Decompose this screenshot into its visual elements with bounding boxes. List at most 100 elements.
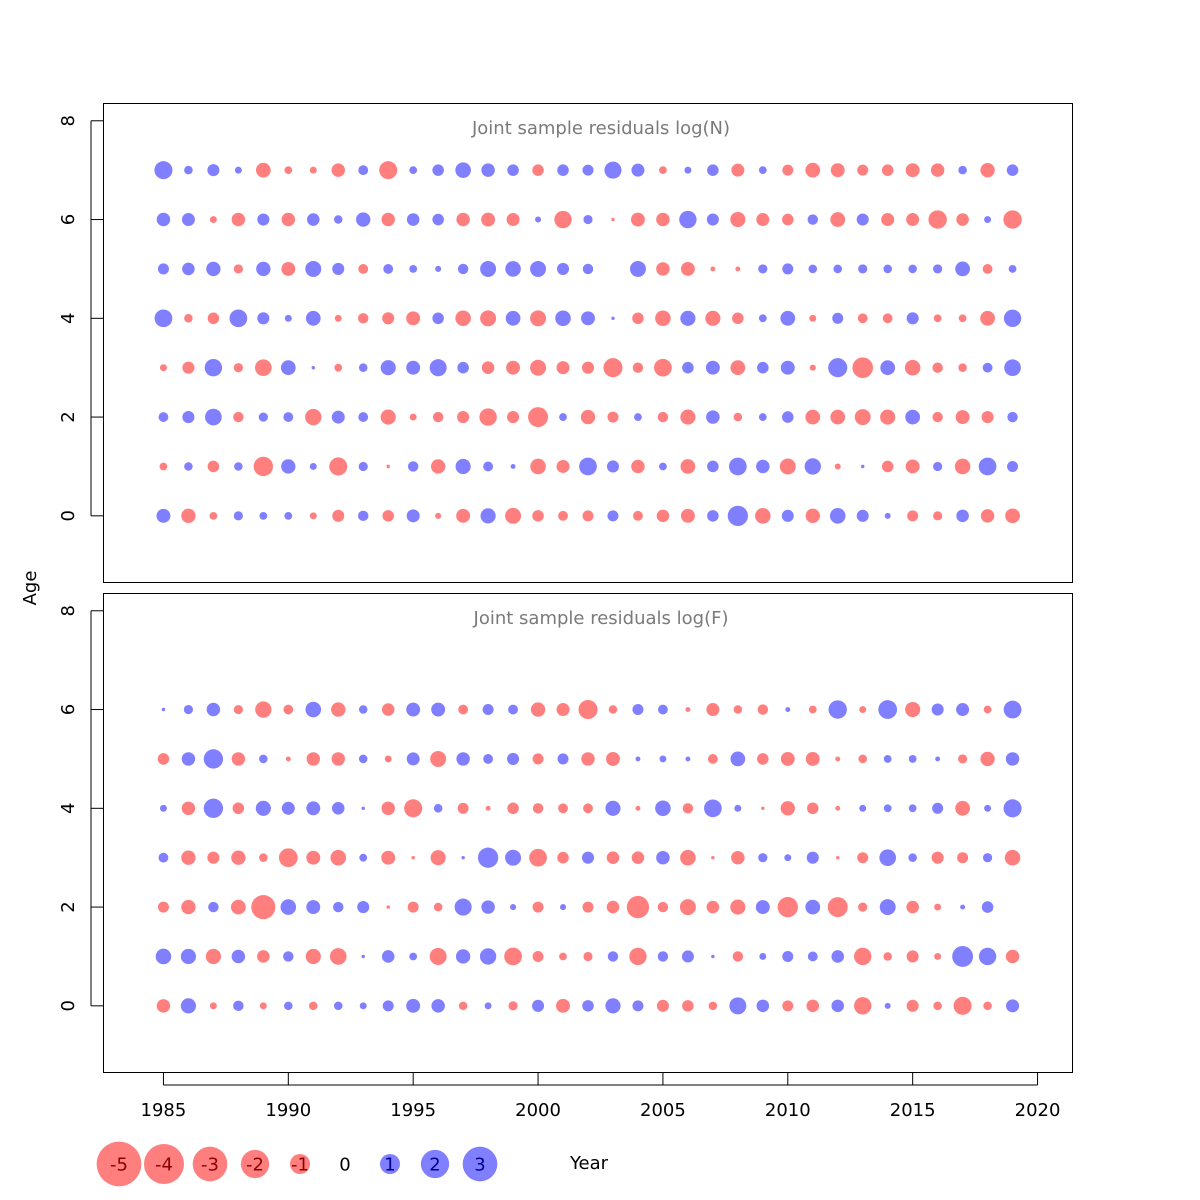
residual-bubble [655, 800, 671, 817]
residual-bubble [980, 310, 995, 326]
residual-bubble [883, 264, 892, 274]
residual-bubble [181, 899, 196, 915]
residual-bubble [828, 358, 848, 378]
residual-bubble [583, 803, 593, 814]
residual-bubble [229, 309, 248, 328]
residual-bubble [481, 361, 495, 374]
residual-bubble [908, 853, 917, 862]
legend-label: -2 [246, 1155, 264, 1176]
residual-bubble [532, 753, 544, 765]
residual-bubble [257, 312, 270, 325]
residual-bubble [630, 212, 645, 227]
residual-bubble [956, 509, 969, 523]
size-legend: -5 -4 -3 -2 -1 0 1 2 3 [96, 1141, 498, 1187]
residual-bubble [759, 952, 767, 960]
residual-bubble [281, 261, 296, 276]
residual-bubble [231, 212, 246, 227]
residual-bubble [606, 460, 619, 473]
y-axis: 0 2 4 6 8 [58, 115, 103, 522]
legend-label: 0 [339, 1155, 350, 1176]
residual-bubble [159, 364, 167, 372]
residual-bubble [935, 756, 941, 762]
residual-bubble [809, 314, 817, 322]
residual-bubble [1003, 210, 1022, 229]
residual-bubble [232, 802, 245, 815]
residual-bubble [532, 950, 544, 962]
residual-bubble [757, 704, 769, 715]
residual-bubble [155, 948, 172, 965]
residual-bubble [905, 459, 920, 474]
residual-bubble [358, 165, 369, 176]
residual-bubble [259, 853, 268, 862]
y-tick-label: 8 [58, 605, 79, 616]
residual-bubble [831, 999, 845, 1013]
residual-bubble [956, 213, 969, 226]
residual-bubble [782, 1000, 794, 1012]
residual-bubble [706, 410, 720, 424]
residual-bubble [832, 312, 844, 324]
residual-bubble [528, 407, 549, 428]
residual-bubble [386, 905, 390, 909]
residual-bubble [309, 1001, 318, 1011]
residual-bubble [281, 212, 296, 227]
residual-bubble [685, 756, 691, 762]
residual-bubble [159, 462, 168, 471]
residual-bubble [958, 314, 967, 323]
residual-bubble [205, 408, 222, 426]
residual-bubble [431, 702, 446, 717]
residual-bubble [429, 359, 447, 377]
legend-bubble [420, 1149, 450, 1179]
residual-bubble [309, 166, 317, 174]
residual-bubble [733, 705, 743, 714]
residual-bubble [280, 360, 296, 376]
residual-bubble [582, 510, 594, 522]
residual-bubble [955, 800, 970, 816]
residual-bubble [928, 210, 947, 229]
y-tick-label: 0 [58, 1000, 79, 1011]
residual-bubble [203, 798, 224, 818]
residual-bubble [206, 261, 221, 277]
residual-bubble [455, 949, 471, 964]
residual-bubble [557, 851, 569, 864]
residual-bubble [406, 213, 420, 226]
residual-bubble [883, 952, 892, 961]
residual-bubble [532, 164, 544, 176]
residual-bubble [905, 701, 921, 718]
residual-bubble [908, 755, 917, 763]
y-tick-label: 2 [58, 901, 79, 912]
residual-bubble [558, 803, 568, 814]
residual-bubble [480, 508, 496, 524]
residual-bubble [605, 800, 621, 816]
residual-bubble [833, 264, 843, 274]
legend-bubble [240, 1149, 270, 1179]
residual-bubble [435, 512, 442, 519]
residual-bubble [1004, 849, 1021, 866]
residual-bubble [409, 265, 418, 273]
residual-bubble [680, 409, 696, 425]
residual-bubble [254, 359, 272, 377]
residual-bubble [504, 947, 522, 966]
residual-bubble [530, 458, 546, 475]
residual-bubble [382, 312, 395, 325]
residual-bubble [580, 409, 596, 425]
residual-bubble [332, 262, 345, 275]
y-tick-label: 4 [58, 803, 79, 814]
residual-bubble [556, 361, 570, 375]
y-tick-label: 6 [58, 704, 79, 715]
residual-bubble [554, 210, 572, 229]
residual-bubble [604, 161, 622, 179]
residual-bubble [532, 901, 544, 913]
residual-bubble [358, 754, 368, 764]
residual-bubble [435, 265, 442, 272]
residual-bubble [878, 700, 898, 719]
residual-bubble [780, 801, 795, 816]
residual-bubble [907, 510, 919, 522]
residual-bubble [1003, 309, 1022, 328]
residual-bubble [681, 950, 694, 963]
y-tick-label: 6 [58, 214, 79, 225]
residual-bubble [156, 212, 171, 227]
residual-bubble [404, 799, 423, 818]
residual-bubble [156, 999, 171, 1013]
residual-bubble [157, 901, 169, 913]
residual-bubble [881, 460, 894, 473]
